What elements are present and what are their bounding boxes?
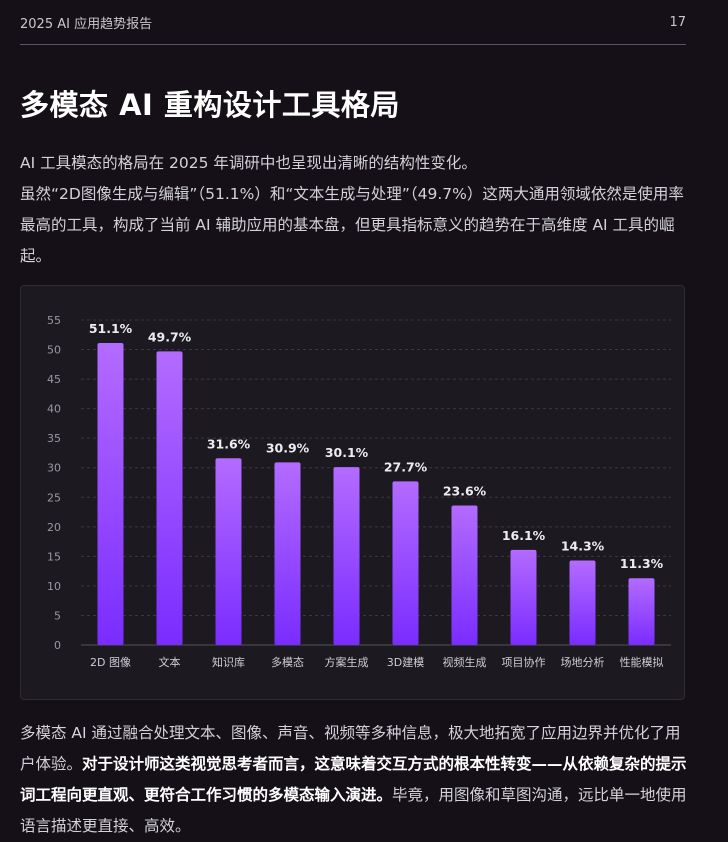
y-axis-ticks: 0 5 10 15 20 25 30 35 40 45 50 55 bbox=[47, 314, 61, 652]
bars bbox=[97, 343, 655, 645]
data-label: 51.1% bbox=[89, 321, 133, 336]
bar-chart: 0 5 10 15 20 25 30 35 40 45 50 55 51.1% 49.7% 31.6% 30… bbox=[47, 314, 671, 669]
y-tick-label: 40 bbox=[47, 403, 61, 416]
x-tick-label: 2D 图像 bbox=[90, 656, 131, 669]
data-label: 49.7% bbox=[148, 329, 192, 344]
bar bbox=[628, 578, 655, 645]
y-tick-label: 5 bbox=[54, 609, 61, 622]
bar bbox=[97, 343, 124, 645]
y-tick-label: 35 bbox=[47, 432, 61, 445]
data-label: 27.7% bbox=[384, 459, 428, 474]
body-emphasis: 对于设计师这类视觉思考者而言，这意味着交互方式的根本性转变——从依赖复杂的提示词… bbox=[20, 755, 687, 804]
x-tick-label: 知识库 bbox=[212, 655, 245, 669]
body-text-end: 毕竟，用图像和草图沟通，远比单一地使用语言描述更直接、高效。 bbox=[20, 786, 687, 835]
bar bbox=[392, 481, 419, 645]
x-tick-label: 文本 bbox=[159, 655, 181, 669]
bar bbox=[510, 549, 537, 645]
body-text: 多模态 AI 通过融合处理文本、图像、声音、视频等多种信息，极大地拓宽了应用边界… bbox=[20, 724, 681, 773]
x-tick-label: 性能模拟 bbox=[620, 655, 664, 669]
x-tick-label: 视频生成 bbox=[443, 655, 487, 669]
x-tick-label: 场地分析 bbox=[561, 655, 605, 669]
bar bbox=[215, 458, 242, 645]
data-label: 14.3% bbox=[561, 539, 605, 554]
page-number: 17 bbox=[669, 14, 686, 30]
y-tick-label: 10 bbox=[47, 580, 61, 593]
y-tick-label: 15 bbox=[47, 550, 61, 563]
page-header: 2025 AI 应用趋势报告 17 bbox=[20, 0, 686, 45]
data-label: 11.3% bbox=[620, 556, 664, 571]
intro-paragraph: AI 工具模态的格局在 2025 年调研中也呈现出清晰的结构性变化。 虽然“2D… bbox=[20, 148, 696, 272]
bar bbox=[274, 462, 301, 645]
data-labels: 51.1% 49.7% 31.6% 30.9% 30.1% 27.7% 23.6% 16.1%… bbox=[89, 321, 664, 571]
bar-chart-card: 0 5 10 15 20 25 30 35 40 45 50 55 51.1% 49.7% 31.6% 30… bbox=[20, 285, 685, 700]
section-title: 多模态 AI 重构设计工具格局 bbox=[20, 88, 400, 122]
bar bbox=[333, 467, 360, 645]
intro-line-1: AI 工具模态的格局在 2025 年调研中也呈现出清晰的结构性变化。 bbox=[20, 154, 477, 172]
y-tick-label: 20 bbox=[47, 521, 61, 534]
x-tick-label: 方案生成 bbox=[325, 655, 369, 669]
x-axis-ticks: 2D 图像 文本 知识库 多模态 方案生成 3D建模 视频生成 项目协作 场地分析 性能模拟 bbox=[90, 655, 663, 669]
y-tick-label: 0 bbox=[54, 639, 61, 652]
doc-title: 2025 AI 应用趋势报告 bbox=[20, 16, 153, 32]
y-tick-label: 30 bbox=[47, 462, 61, 475]
x-tick-label: 3D建模 bbox=[387, 655, 424, 669]
bar bbox=[451, 505, 478, 645]
bar bbox=[569, 560, 596, 645]
data-label: 30.9% bbox=[266, 440, 310, 455]
data-label: 23.6% bbox=[443, 484, 487, 499]
x-tick-label: 项目协作 bbox=[502, 655, 546, 669]
y-tick-label: 50 bbox=[47, 344, 61, 357]
y-tick-label: 25 bbox=[47, 491, 61, 504]
body-paragraph: 多模态 AI 通过融合处理文本、图像、声音、视频等多种信息，极大地拓宽了应用边界… bbox=[20, 718, 696, 842]
data-label: 30.1% bbox=[325, 445, 369, 460]
bar bbox=[156, 351, 183, 645]
y-tick-label: 55 bbox=[47, 314, 61, 327]
intro-line-2: 虽然“2D图像生成与编辑”（51.1%）和“文本生成与处理”（49.7%）这两大… bbox=[20, 185, 684, 265]
x-tick-label: 多模态 bbox=[271, 655, 304, 669]
data-label: 16.1% bbox=[502, 528, 546, 543]
data-label: 31.6% bbox=[207, 436, 251, 451]
y-tick-label: 45 bbox=[47, 373, 61, 386]
